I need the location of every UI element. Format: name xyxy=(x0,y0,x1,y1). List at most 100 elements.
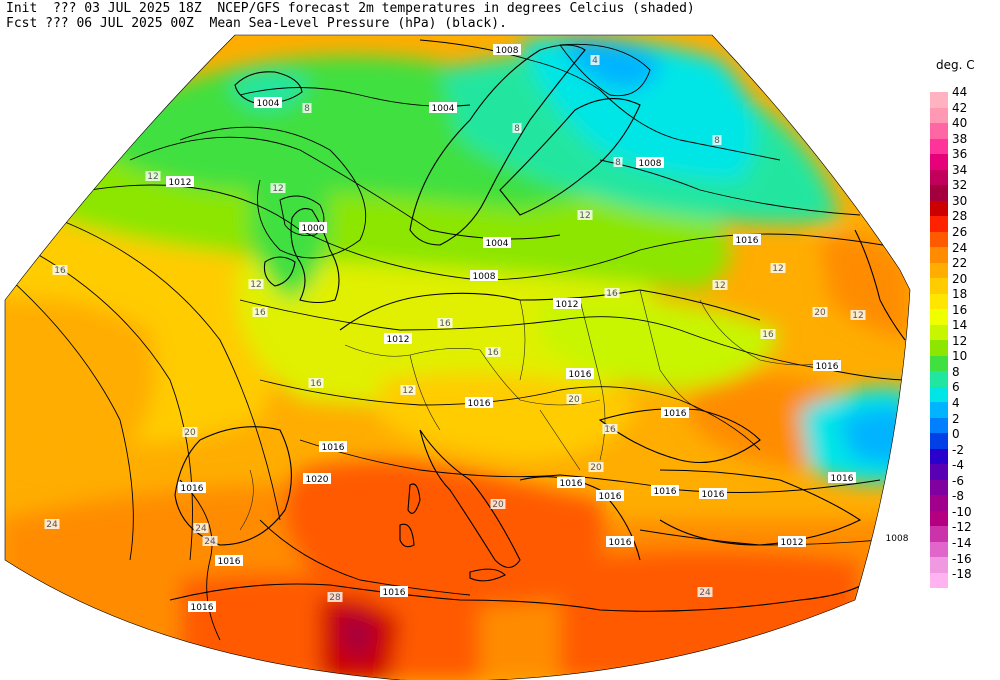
legend-label: 42 xyxy=(952,100,968,115)
temperature-label: 16 xyxy=(254,308,266,318)
temperature-label-box xyxy=(327,592,343,602)
legend-label: -12 xyxy=(952,520,972,535)
temperature-label: 12 xyxy=(402,386,413,396)
temperature-label-box xyxy=(302,103,312,113)
temperature-label: 12 xyxy=(147,172,158,182)
map-domain-outline xyxy=(4,34,911,680)
isobar-label-box xyxy=(299,222,327,233)
legend-label: -8 xyxy=(952,489,964,504)
temperature-label-box xyxy=(193,523,209,533)
temperature-label: 24 xyxy=(204,537,216,547)
isobar-label-box xyxy=(178,482,206,493)
temperature-label: 24 xyxy=(195,524,207,534)
temperature-label-box xyxy=(44,519,60,529)
forecast-valid-header: Fcst ??? 06 JUL 2025 00Z Mean Sea-Level … xyxy=(6,16,507,31)
isobar-label-box xyxy=(566,368,594,379)
temperature-label-box xyxy=(613,157,623,167)
temperature-label: 16 xyxy=(604,425,616,435)
isobar-label-box xyxy=(553,298,581,309)
isobar-label: 1016 xyxy=(736,236,759,246)
temperature-label: 24 xyxy=(46,520,58,530)
isobar-label-box xyxy=(254,97,282,108)
forecast-init-header: Init ??? 03 JUL 2025 18Z NCEP/GFS foreca… xyxy=(6,1,695,16)
isobar-label: 1012 xyxy=(781,538,804,548)
temperature-label-box xyxy=(712,135,722,145)
legend-swatch xyxy=(930,231,948,247)
legend-label: 2 xyxy=(952,411,960,426)
isobar-label-box xyxy=(166,176,194,187)
legend-swatch xyxy=(930,526,948,542)
legend-label: -2 xyxy=(952,442,964,457)
isobar-label-box xyxy=(215,555,243,566)
temperature-label-box xyxy=(812,307,828,317)
isobar-label-box xyxy=(470,270,498,281)
temperature-label-box xyxy=(270,183,286,193)
isobar-label: 1016 xyxy=(816,362,839,372)
isobar-label-box xyxy=(733,234,761,245)
temperature-label: 16 xyxy=(54,266,66,276)
legend-label: 0 xyxy=(952,427,960,442)
temperature-label: 16 xyxy=(606,289,618,299)
legend-label: 32 xyxy=(952,178,968,193)
temperature-label-box xyxy=(760,329,776,339)
temperature-label: 12 xyxy=(272,184,283,194)
legend-title: deg. C xyxy=(936,58,975,72)
isobar-label-box xyxy=(828,472,856,483)
temperature-label: 8 xyxy=(615,158,621,168)
legend-label: -6 xyxy=(952,473,964,488)
legend-label: -14 xyxy=(952,535,972,550)
temperature-label-box xyxy=(577,210,593,220)
isobar-label-box xyxy=(188,601,216,612)
isobar-label-box xyxy=(429,102,457,113)
temperature-label: 12 xyxy=(250,280,261,290)
legend-swatch xyxy=(930,278,948,294)
temperature-label: 12 xyxy=(852,311,863,321)
legend-label: 14 xyxy=(952,318,968,333)
temperature-label-box xyxy=(308,378,324,388)
legend-label: 18 xyxy=(952,287,968,302)
isobar-label-box xyxy=(883,532,911,543)
isobar-label: 1016 xyxy=(322,443,345,453)
temperature-label: 20 xyxy=(492,500,504,510)
temperature-label-box xyxy=(52,265,68,275)
legend-label: 30 xyxy=(952,193,968,208)
isobar-label: 1016 xyxy=(468,399,491,409)
temperature-label: 16 xyxy=(310,379,322,389)
legend-swatch xyxy=(930,433,948,449)
isobar-labels: 1008 1004 1004 1012 1000 1004 1008 1008 1016 1012… xyxy=(166,44,911,613)
temperature-label: 12 xyxy=(579,211,590,221)
legend-label: 44 xyxy=(952,85,968,99)
legend-label: 28 xyxy=(952,209,968,224)
legend-swatch xyxy=(930,386,948,402)
legend-swatch xyxy=(930,309,948,325)
temperature-shading xyxy=(5,35,910,680)
isobar-label: 1008 xyxy=(886,534,909,544)
temperature-label: 16 xyxy=(762,330,774,340)
temperature-label: 16 xyxy=(487,348,499,358)
legend-swatch xyxy=(930,107,948,123)
legend-swatch xyxy=(930,495,948,511)
isobar-label: 1016 xyxy=(569,370,592,380)
legend-swatch xyxy=(930,154,948,170)
isobar-label: 1016 xyxy=(218,557,241,567)
temperature-label-box xyxy=(697,587,713,597)
isobar-label-box xyxy=(661,407,689,418)
isobar-label-box xyxy=(303,473,331,484)
isobar-label-box xyxy=(778,536,806,547)
legend-label: -16 xyxy=(952,551,972,566)
temperature-legend: deg. C 44 42 40 38 36 34 32 30 28 26 24 22 20 18 16 14 1… xyxy=(928,58,998,618)
isobar-label-box xyxy=(596,490,624,501)
isobar-label: 1012 xyxy=(169,178,192,188)
legend-label: 20 xyxy=(952,271,968,286)
isobar-label: 1016 xyxy=(664,409,687,419)
legend-swatch xyxy=(930,200,948,216)
temperature-label: 20 xyxy=(590,463,602,473)
isobar-label-box xyxy=(380,586,408,597)
legend-label: 6 xyxy=(952,380,960,395)
legend-label: -18 xyxy=(952,567,972,582)
legend-color-bar xyxy=(930,92,948,588)
isobar-label: 1004 xyxy=(257,99,280,109)
isobar-label-box xyxy=(636,157,664,168)
temperature-label-box xyxy=(437,318,453,328)
isobar-label: 1020 xyxy=(306,475,329,485)
